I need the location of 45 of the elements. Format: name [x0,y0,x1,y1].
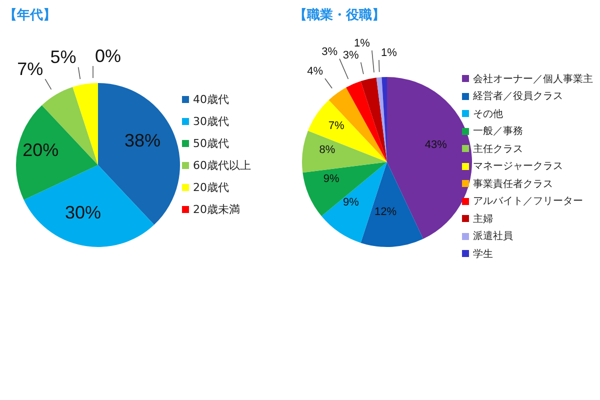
pie-slice [72,83,98,165]
legend-label: 学生 [473,248,493,261]
data-label: 9% [342,196,360,209]
pie-slice [360,78,387,162]
data-label: 38% [124,130,161,150]
legend-label: マネージャークラス [473,160,563,174]
data-label: 43% [424,138,448,151]
chart-title: 【職業・役職】 [294,6,385,24]
data-label: 8% [319,144,336,156]
legend-label: 一般／事務 [473,124,523,138]
data-label: 7% [328,120,344,132]
legend-label: 20歳代 [193,180,229,194]
data-label: 20% [22,140,59,160]
data-label: 7% [17,59,44,80]
legend-label: その他 [473,108,503,121]
pie-slice [308,100,387,162]
legend-label: 30歳代 [193,114,229,128]
data-label: 3% [322,46,338,58]
legend-label: 主婦 [473,212,493,226]
legend-label: 60歳代以上 [193,158,251,172]
legend-label: 会社オーナー／個人事業主 [473,72,593,86]
data-label: 3% [342,49,360,62]
data-label: 5% [50,47,76,68]
data-label: 1% [354,37,370,50]
legend-label: 20歳未満 [193,202,240,216]
data-label: 9% [323,172,340,185]
data-label: 12% [374,206,397,218]
pie-slice [360,162,424,247]
text: 0% [95,46,122,66]
pie-slice [346,81,387,162]
legend-label: 主任クラス [473,142,523,156]
data-label: 30% [64,202,102,222]
legend-label: 派遣社員 [473,230,513,244]
legend-label: 40歳代 [193,92,229,106]
pie-slice [376,77,387,162]
legend-label: 事業責任者クラス [473,178,553,191]
pie-slice [16,105,98,200]
data-label: 4% [307,66,324,78]
legend-label: 経営者／役員クラス [473,90,563,104]
chart-title: 【年代】 [4,7,56,24]
data-label: 1% [380,47,398,60]
legend-label: アルバイト／フリーター [473,195,583,208]
pie-slice [302,130,387,173]
pie-slice [24,165,154,247]
legend-label: 50歳代 [193,136,229,150]
